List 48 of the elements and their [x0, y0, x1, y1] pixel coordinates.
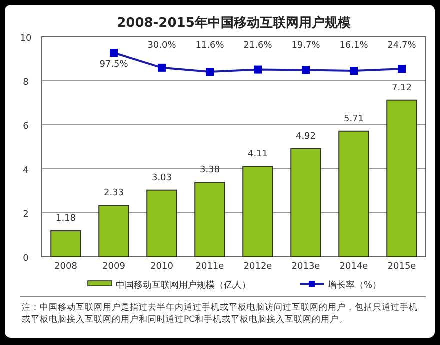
chart-title: 2008-2015年中国移动互联网用户规模 — [117, 15, 351, 31]
data-label: 21.6% — [244, 41, 273, 51]
data-label: 24.7% — [388, 41, 417, 51]
bar — [290, 148, 322, 258]
bar — [194, 182, 226, 258]
y-tick-label: 4 — [23, 166, 30, 176]
bar — [386, 100, 418, 258]
data-label: 4.11 — [248, 150, 268, 160]
x-tick-label: 2015e — [388, 262, 417, 272]
bar — [50, 230, 82, 258]
point — [206, 68, 214, 76]
data-label: 16.1% — [340, 41, 369, 51]
bar — [98, 205, 130, 258]
point — [398, 65, 406, 74]
data-label: 2.33 — [104, 188, 124, 199]
bar — [242, 166, 274, 258]
data-label: 3.38 — [200, 166, 220, 176]
y-tick-label: 2 — [23, 210, 29, 220]
point — [158, 64, 166, 72]
data-label: 7.12 — [392, 83, 412, 94]
text: 注：中国移动互联网用户是指过去半年内通过手机或平板电脑访问过互联网的用户，包括只通过手机或平板电脑接入互联网的用户和同时通过PC和手机或平板电脑接入互联网的用户。 — [22, 302, 419, 326]
y-tick-label: 8 — [23, 78, 30, 88]
x-tick-label: 2012e — [244, 262, 273, 272]
data-label: 30.0% — [148, 41, 177, 51]
bar — [146, 190, 178, 258]
x-tick-label: 2014e — [340, 262, 369, 272]
point — [302, 66, 310, 74]
data-label: 1.18 — [56, 214, 76, 224]
y-tick-label: 10 — [20, 34, 32, 44]
data-label: 19.7% — [292, 41, 321, 51]
x-tick-label: 2009 — [102, 262, 126, 272]
point — [254, 66, 262, 74]
y-tick-label: 0 — [23, 254, 30, 264]
x-tick-label: 2008 — [54, 262, 78, 272]
data-label: 97.5% — [100, 60, 129, 70]
x-tick-label: 2010 — [150, 262, 174, 272]
legend-label: 中国移动互联网用户规模（亿人） — [116, 280, 251, 291]
x-tick-label: 2013e — [292, 262, 321, 272]
data-label: 11.6% — [196, 41, 225, 51]
x-tick-label: 2011e — [196, 262, 225, 272]
point — [350, 67, 358, 76]
legend-label: 增长率（%） — [327, 280, 382, 291]
data-label: 3.03 — [152, 173, 172, 184]
point — [110, 49, 118, 57]
data-label: 5.71 — [344, 114, 364, 124]
data-label: 4.92 — [296, 132, 316, 142]
y-tick-label: 6 — [23, 122, 30, 132]
bar — [338, 130, 370, 258]
